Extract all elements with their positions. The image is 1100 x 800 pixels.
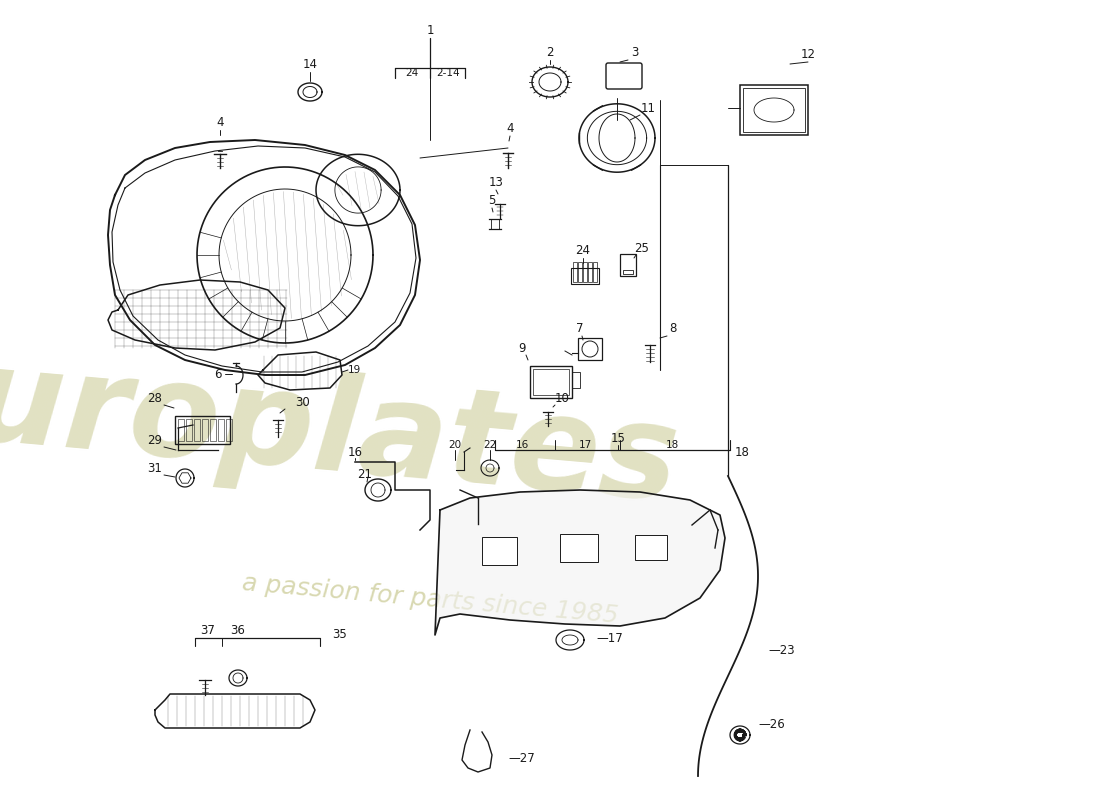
Bar — [573, 262, 578, 282]
Text: 17: 17 — [579, 440, 592, 450]
Text: 10: 10 — [554, 391, 570, 405]
Bar — [218, 419, 224, 441]
Text: 4: 4 — [217, 115, 223, 129]
Text: 36: 36 — [231, 623, 245, 637]
Bar — [571, 268, 600, 284]
Bar — [226, 419, 232, 441]
Bar — [482, 537, 517, 565]
Text: 24: 24 — [575, 243, 591, 257]
Bar — [572, 372, 580, 388]
Text: —23: —23 — [768, 643, 794, 657]
Text: 31: 31 — [147, 462, 162, 474]
Text: 2: 2 — [547, 46, 553, 58]
Bar — [635, 535, 667, 560]
Text: 28: 28 — [147, 391, 162, 405]
Text: 13: 13 — [488, 175, 504, 189]
Text: 25: 25 — [635, 242, 649, 254]
Text: 18: 18 — [735, 446, 749, 459]
Text: 4: 4 — [506, 122, 514, 134]
Text: 9: 9 — [518, 342, 526, 354]
Text: 29: 29 — [147, 434, 162, 446]
Text: 16: 16 — [348, 446, 363, 458]
Text: 19: 19 — [348, 365, 361, 375]
Text: 7: 7 — [576, 322, 584, 334]
Text: europlates: europlates — [0, 332, 684, 528]
Text: 8: 8 — [669, 322, 676, 334]
Text: 2-14: 2-14 — [437, 68, 460, 78]
Text: a passion for parts since 1985: a passion for parts since 1985 — [241, 571, 619, 629]
Text: 11: 11 — [640, 102, 656, 114]
Text: 18: 18 — [666, 440, 679, 450]
Text: 1: 1 — [427, 23, 433, 37]
Bar — [623, 270, 632, 274]
Bar — [588, 262, 592, 282]
Bar — [186, 419, 192, 441]
Text: 37: 37 — [200, 623, 216, 637]
Text: 14: 14 — [302, 58, 318, 71]
Bar — [534, 369, 569, 395]
Text: —17: —17 — [596, 631, 623, 645]
Bar — [175, 416, 230, 444]
Bar — [202, 419, 208, 441]
Polygon shape — [434, 490, 725, 635]
Bar — [578, 338, 602, 360]
Text: 20: 20 — [449, 440, 462, 450]
Bar — [578, 262, 582, 282]
Text: 35: 35 — [332, 629, 346, 642]
Text: 3: 3 — [631, 46, 639, 58]
Bar — [593, 262, 597, 282]
Text: —27: —27 — [508, 751, 535, 765]
Text: 6: 6 — [214, 367, 222, 381]
Bar — [742, 88, 805, 132]
Bar — [210, 419, 216, 441]
Bar — [530, 366, 572, 398]
Text: 5: 5 — [488, 194, 496, 206]
Bar — [178, 419, 184, 441]
Text: 22: 22 — [483, 440, 496, 450]
Bar — [620, 254, 636, 276]
Text: 24: 24 — [406, 68, 419, 78]
Text: 16: 16 — [516, 440, 529, 450]
Bar — [194, 419, 200, 441]
Bar — [740, 85, 808, 135]
Text: 21: 21 — [358, 469, 373, 482]
Bar — [560, 534, 598, 562]
Text: 30: 30 — [295, 395, 310, 409]
Text: —26: —26 — [758, 718, 784, 731]
Text: 15: 15 — [610, 431, 626, 445]
Bar — [583, 262, 587, 282]
Text: 12: 12 — [801, 49, 815, 62]
